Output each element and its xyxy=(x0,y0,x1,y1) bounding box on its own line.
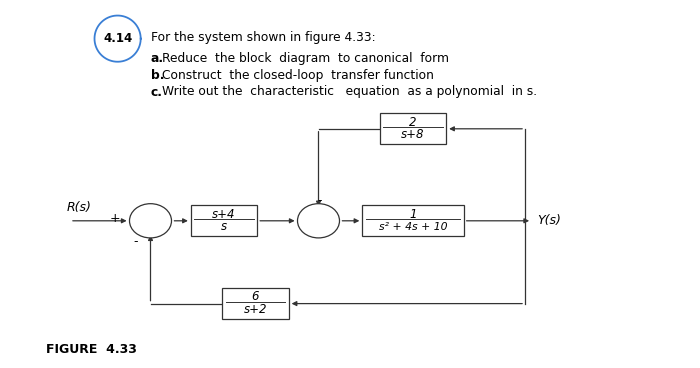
Text: 4.14: 4.14 xyxy=(103,32,132,45)
Text: s+4: s+4 xyxy=(212,208,236,221)
Text: c.: c. xyxy=(150,85,162,99)
Text: Construct  the closed-loop  transfer function: Construct the closed-loop transfer funct… xyxy=(162,69,434,82)
Text: 1: 1 xyxy=(410,208,416,221)
Text: b.: b. xyxy=(150,69,164,82)
Text: 6: 6 xyxy=(252,290,259,304)
Text: R(s): R(s) xyxy=(66,201,92,214)
Text: s+2: s+2 xyxy=(244,303,267,316)
Text: Y(s): Y(s) xyxy=(538,214,561,227)
Text: -: - xyxy=(134,236,138,248)
FancyBboxPatch shape xyxy=(223,288,288,319)
Text: +: + xyxy=(110,212,120,226)
Text: s: s xyxy=(221,220,227,233)
Text: s² + 4s + 10: s² + 4s + 10 xyxy=(379,222,447,232)
Text: 2: 2 xyxy=(410,116,416,129)
FancyBboxPatch shape xyxy=(190,205,258,237)
Text: Write out the  characteristic   equation  as a polynomial  in s.: Write out the characteristic equation as… xyxy=(162,85,538,99)
Ellipse shape xyxy=(298,204,340,238)
Text: s+8: s+8 xyxy=(401,128,425,141)
Text: FIGURE  4.33: FIGURE 4.33 xyxy=(46,343,136,356)
Ellipse shape xyxy=(130,204,172,238)
Text: For the system shown in figure 4.33:: For the system shown in figure 4.33: xyxy=(151,31,376,45)
Text: -: - xyxy=(318,194,322,208)
FancyBboxPatch shape xyxy=(379,113,447,144)
Text: a.: a. xyxy=(150,52,164,66)
Text: Reduce  the block  diagram  to canonical  form: Reduce the block diagram to canonical fo… xyxy=(162,52,449,66)
FancyBboxPatch shape xyxy=(363,205,463,237)
